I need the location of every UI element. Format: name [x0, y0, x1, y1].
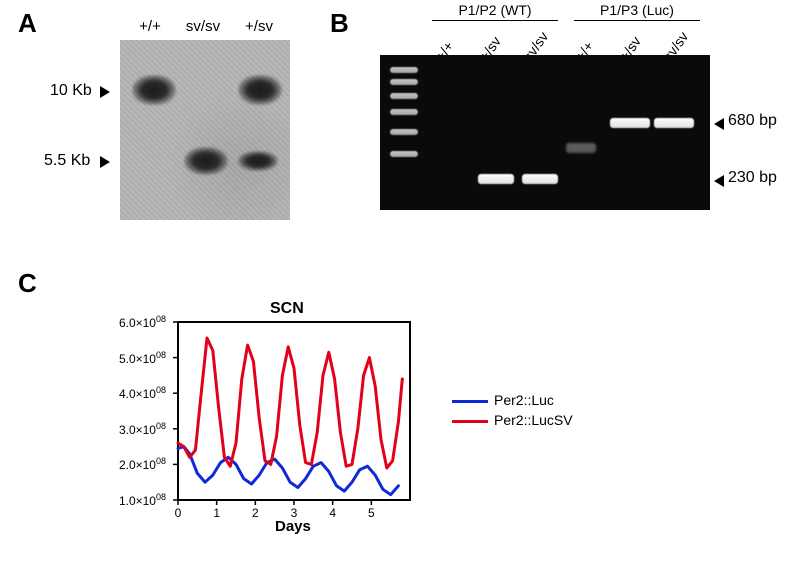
y-tick-label: 1.0×1008 — [106, 492, 166, 508]
ladder-band — [390, 151, 418, 157]
legend-swatch-1 — [452, 400, 488, 403]
panel-a-size-5kb: 5.5 Kb — [44, 152, 90, 170]
gel-band — [522, 174, 558, 184]
legend-label-1: Per2::Luc — [494, 392, 554, 408]
panel-a-lane-1: +/+ — [127, 18, 173, 35]
panel-b-group-2: P1/P3 (Luc) — [572, 2, 702, 18]
x-axis-title: Days — [275, 518, 311, 535]
gel-band — [654, 118, 694, 128]
panel-label-b: B — [330, 8, 349, 39]
x-tick-label: 1 — [207, 506, 227, 520]
ladder-band — [390, 109, 418, 115]
blot-band — [238, 151, 278, 171]
panel-a-blot — [120, 40, 290, 220]
x-tick-label: 2 — [245, 506, 265, 520]
gel-band — [566, 143, 596, 153]
panel-b-size-230: 230 bp — [728, 169, 777, 187]
ladder-band — [390, 93, 418, 99]
ladder-band — [390, 67, 418, 73]
arrow-right-icon — [100, 86, 110, 98]
legend-label-2: Per2::LucSV — [494, 412, 573, 428]
y-tick-label: 6.0×1008 — [106, 314, 166, 330]
panel-a-size-10kb: 10 Kb — [50, 82, 92, 100]
legend-swatch-2 — [452, 420, 488, 423]
panel-label-c: C — [18, 268, 37, 299]
panel-c-chart: SCN Days 1.0×10082.0×10083.0×10084.0×100… — [100, 300, 440, 540]
series-Per2::LucSV — [178, 338, 402, 468]
y-tick-label: 5.0×1008 — [106, 350, 166, 366]
underline-icon — [574, 20, 700, 21]
arrow-left-icon — [714, 175, 724, 187]
blot-band — [238, 75, 282, 105]
y-tick-label: 2.0×1008 — [106, 456, 166, 472]
gel-band — [610, 118, 650, 128]
panel-b-size-680: 680 bp — [728, 112, 777, 130]
panel-label-a: A — [18, 8, 37, 39]
underline-icon — [432, 20, 558, 21]
x-tick-label: 3 — [284, 506, 304, 520]
ladder-band — [390, 79, 418, 85]
panel-b-gel — [380, 55, 710, 210]
blot-band — [184, 147, 228, 175]
ladder-band — [390, 129, 418, 135]
y-tick-label: 3.0×1008 — [106, 421, 166, 437]
x-tick-label: 5 — [361, 506, 381, 520]
arrow-right-icon — [100, 156, 110, 168]
gel-band — [478, 174, 514, 184]
blot-band — [132, 75, 176, 105]
arrow-left-icon — [714, 118, 724, 130]
panel-a-lane-2: sv/sv — [180, 18, 226, 35]
x-tick-label: 0 — [168, 506, 188, 520]
series-Per2::Luc — [178, 447, 398, 495]
x-tick-label: 4 — [323, 506, 343, 520]
panel-b-group-1: P1/P2 (WT) — [430, 2, 560, 18]
y-tick-label: 4.0×1008 — [106, 385, 166, 401]
panel-a-lane-3: +/sv — [236, 18, 282, 35]
figure-root: A +/+ sv/sv +/sv 10 Kb 5.5 Kb B P1/P2 (W… — [0, 0, 800, 580]
